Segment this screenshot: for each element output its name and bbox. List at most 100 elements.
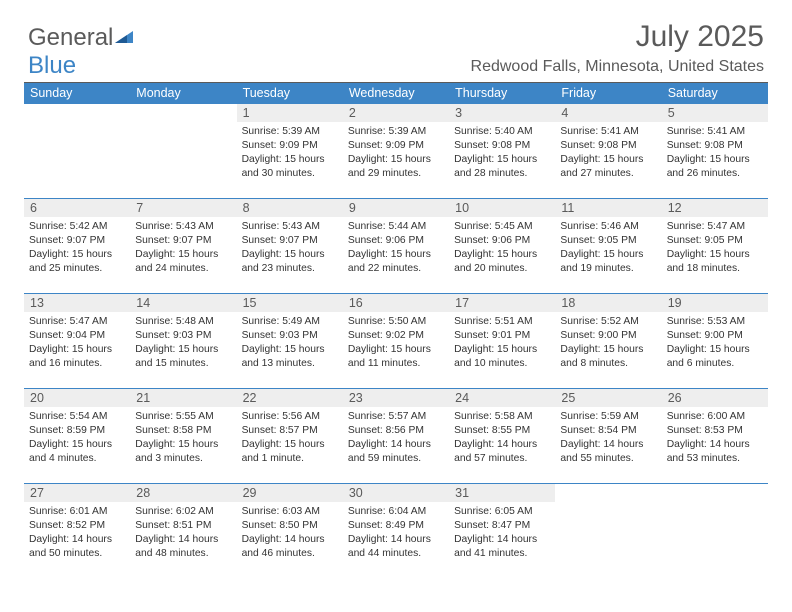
brand-part1: General	[28, 24, 113, 51]
sunrise-text: Sunrise: 5:41 AM	[560, 125, 656, 139]
daylight2-text: and 23 minutes.	[242, 262, 338, 276]
day-body: Sunrise: 5:43 AMSunset: 9:07 PMDaylight:…	[237, 217, 343, 281]
day-number: 8	[237, 199, 343, 217]
sunset-text: Sunset: 9:01 PM	[454, 329, 550, 343]
day-body: Sunrise: 5:49 AMSunset: 9:03 PMDaylight:…	[237, 312, 343, 376]
page-title: July 2025	[636, 20, 764, 54]
sunrise-text: Sunrise: 5:58 AM	[454, 410, 550, 424]
day-body: Sunrise: 5:53 AMSunset: 9:00 PMDaylight:…	[662, 312, 768, 376]
day-body: Sunrise: 6:05 AMSunset: 8:47 PMDaylight:…	[449, 502, 555, 566]
daylight2-text: and 22 minutes.	[348, 262, 444, 276]
sunset-text: Sunset: 9:00 PM	[560, 329, 656, 343]
daylight2-text: and 6 minutes.	[667, 357, 763, 371]
day-body: Sunrise: 5:43 AMSunset: 9:07 PMDaylight:…	[130, 217, 236, 281]
daylight1-text: Daylight: 14 hours	[454, 438, 550, 452]
sunset-text: Sunset: 9:06 PM	[348, 234, 444, 248]
day-cell: 11Sunrise: 5:46 AMSunset: 9:05 PMDayligh…	[555, 199, 661, 293]
sunrise-text: Sunrise: 5:51 AM	[454, 315, 550, 329]
sunset-text: Sunset: 9:09 PM	[242, 139, 338, 153]
sunrise-text: Sunrise: 5:54 AM	[29, 410, 125, 424]
daylight1-text: Daylight: 15 hours	[135, 343, 231, 357]
weekday-header-row: SundayMondayTuesdayWednesdayThursdayFrid…	[24, 83, 768, 103]
day-number: 15	[237, 294, 343, 312]
day-number: 1	[237, 104, 343, 122]
daylight1-text: Daylight: 15 hours	[29, 438, 125, 452]
sunset-text: Sunset: 8:54 PM	[560, 424, 656, 438]
sunrise-text: Sunrise: 5:48 AM	[135, 315, 231, 329]
sunset-text: Sunset: 8:53 PM	[667, 424, 763, 438]
sunset-text: Sunset: 9:07 PM	[242, 234, 338, 248]
sunset-text: Sunset: 9:04 PM	[29, 329, 125, 343]
day-body: Sunrise: 5:47 AMSunset: 9:05 PMDaylight:…	[662, 217, 768, 281]
logo-triangle-icon	[115, 24, 135, 52]
day-body: Sunrise: 5:55 AMSunset: 8:58 PMDaylight:…	[130, 407, 236, 471]
sunset-text: Sunset: 8:52 PM	[29, 519, 125, 533]
day-body: Sunrise: 5:50 AMSunset: 9:02 PMDaylight:…	[343, 312, 449, 376]
daylight2-text: and 11 minutes.	[348, 357, 444, 371]
day-number: 4	[555, 104, 661, 122]
daylight2-text: and 18 minutes.	[667, 262, 763, 276]
daylight2-text: and 25 minutes.	[29, 262, 125, 276]
day-cell: 14Sunrise: 5:48 AMSunset: 9:03 PMDayligh…	[130, 294, 236, 388]
daylight2-text: and 16 minutes.	[29, 357, 125, 371]
sunrise-text: Sunrise: 6:01 AM	[29, 505, 125, 519]
day-body: Sunrise: 5:39 AMSunset: 9:09 PMDaylight:…	[343, 122, 449, 186]
sunrise-text: Sunrise: 5:52 AM	[560, 315, 656, 329]
day-cell: 27Sunrise: 6:01 AMSunset: 8:52 PMDayligh…	[24, 484, 130, 578]
day-cell: 7Sunrise: 5:43 AMSunset: 9:07 PMDaylight…	[130, 199, 236, 293]
sunrise-text: Sunrise: 6:04 AM	[348, 505, 444, 519]
daylight1-text: Daylight: 15 hours	[242, 343, 338, 357]
day-number: 2	[343, 104, 449, 122]
day-body: Sunrise: 5:40 AMSunset: 9:08 PMDaylight:…	[449, 122, 555, 186]
daylight2-text: and 26 minutes.	[667, 167, 763, 181]
sunrise-text: Sunrise: 5:42 AM	[29, 220, 125, 234]
sunset-text: Sunset: 8:56 PM	[348, 424, 444, 438]
day-number: 19	[662, 294, 768, 312]
sunrise-text: Sunrise: 6:02 AM	[135, 505, 231, 519]
sunrise-text: Sunrise: 5:49 AM	[242, 315, 338, 329]
day-number: 20	[24, 389, 130, 407]
daylight2-text: and 28 minutes.	[454, 167, 550, 181]
day-body: Sunrise: 5:47 AMSunset: 9:04 PMDaylight:…	[24, 312, 130, 376]
day-body: Sunrise: 5:44 AMSunset: 9:06 PMDaylight:…	[343, 217, 449, 281]
sunset-text: Sunset: 9:07 PM	[29, 234, 125, 248]
daylight2-text: and 4 minutes.	[29, 452, 125, 466]
week-row: 6Sunrise: 5:42 AMSunset: 9:07 PMDaylight…	[24, 198, 768, 293]
daylight1-text: Daylight: 15 hours	[454, 153, 550, 167]
sunrise-text: Sunrise: 5:41 AM	[667, 125, 763, 139]
day-body: Sunrise: 6:03 AMSunset: 8:50 PMDaylight:…	[237, 502, 343, 566]
sunset-text: Sunset: 9:05 PM	[667, 234, 763, 248]
day-body: Sunrise: 6:01 AMSunset: 8:52 PMDaylight:…	[24, 502, 130, 566]
daylight1-text: Daylight: 15 hours	[348, 248, 444, 262]
weekday-header: Thursday	[449, 83, 555, 103]
daylight1-text: Daylight: 14 hours	[135, 533, 231, 547]
week-row: 27Sunrise: 6:01 AMSunset: 8:52 PMDayligh…	[24, 483, 768, 578]
daylight1-text: Daylight: 14 hours	[667, 438, 763, 452]
daylight2-text: and 44 minutes.	[348, 547, 444, 561]
sunrise-text: Sunrise: 5:39 AM	[348, 125, 444, 139]
sunrise-text: Sunrise: 5:55 AM	[135, 410, 231, 424]
day-cell: 15Sunrise: 5:49 AMSunset: 9:03 PMDayligh…	[237, 294, 343, 388]
day-number: 27	[24, 484, 130, 502]
daylight1-text: Daylight: 14 hours	[454, 533, 550, 547]
sunset-text: Sunset: 9:02 PM	[348, 329, 444, 343]
daylight2-text: and 50 minutes.	[29, 547, 125, 561]
day-number: 23	[343, 389, 449, 407]
day-number: 18	[555, 294, 661, 312]
day-number: 31	[449, 484, 555, 502]
day-number	[555, 484, 661, 502]
day-number: 13	[24, 294, 130, 312]
daylight2-text: and 41 minutes.	[454, 547, 550, 561]
day-cell: 22Sunrise: 5:56 AMSunset: 8:57 PMDayligh…	[237, 389, 343, 483]
sunset-text: Sunset: 9:03 PM	[135, 329, 231, 343]
sunrise-text: Sunrise: 5:59 AM	[560, 410, 656, 424]
daylight1-text: Daylight: 15 hours	[242, 248, 338, 262]
day-body: Sunrise: 5:54 AMSunset: 8:59 PMDaylight:…	[24, 407, 130, 471]
daylight1-text: Daylight: 14 hours	[560, 438, 656, 452]
sunset-text: Sunset: 9:03 PM	[242, 329, 338, 343]
sunset-text: Sunset: 8:57 PM	[242, 424, 338, 438]
sunset-text: Sunset: 8:50 PM	[242, 519, 338, 533]
day-number: 22	[237, 389, 343, 407]
day-body: Sunrise: 5:45 AMSunset: 9:06 PMDaylight:…	[449, 217, 555, 281]
week-row: 13Sunrise: 5:47 AMSunset: 9:04 PMDayligh…	[24, 293, 768, 388]
